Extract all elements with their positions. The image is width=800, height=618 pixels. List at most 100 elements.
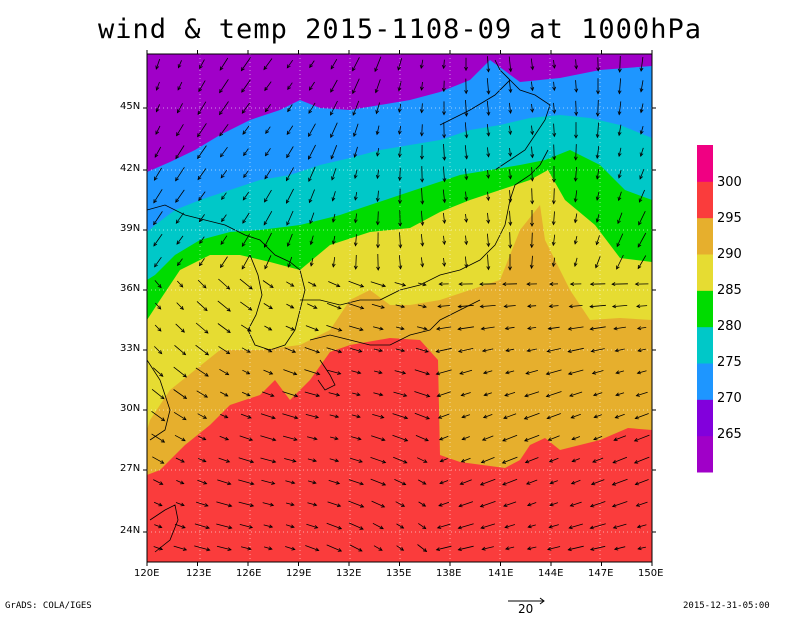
wind-arrow [527,305,537,307]
wind-arrowhead [287,85,291,91]
wind-arrow [481,457,495,463]
wind-arrowhead [198,196,203,202]
wind-arrowhead [352,111,357,116]
wind-arrowhead [420,178,425,183]
wind-arrowhead [247,327,252,332]
wind-arrowhead [357,370,362,375]
wind-arrow [351,370,361,374]
wind-arrowhead [435,371,440,376]
wind-arrow [436,347,452,353]
wind-arrowhead [508,198,513,203]
wind-arrowhead [264,198,268,203]
wind-arrowhead [573,177,578,182]
wind-arrowhead [314,525,319,529]
wind-arrowhead [530,154,535,159]
wind-arrowhead [177,64,182,69]
wind-arrow [421,81,423,91]
wind-arrow [199,59,205,69]
wind-arrow [399,167,401,181]
wind-arrow [634,456,650,464]
wind-arrowhead [419,132,424,137]
wind-arrow [548,326,560,330]
colorbar-swatch [697,254,713,291]
wind-arrowhead [593,414,598,419]
wind-arrow [153,479,163,485]
wind-arrow [531,81,533,91]
wind-arrowhead [424,437,429,442]
wind-arrowhead [616,265,620,270]
wind-arrowhead [442,262,447,267]
wind-arrow [575,59,577,69]
wind-arrow [175,212,185,224]
wind-arrowhead [508,175,513,180]
wind-arrowhead [464,218,469,223]
wind-arrow [173,366,187,378]
wind-arrowhead [242,130,247,135]
wind-arrowhead [574,88,579,93]
wind-arrow [531,146,533,158]
wind-arrowhead [570,414,575,419]
wind-arrow [219,123,229,137]
wind-arrow [376,125,380,135]
wind-arrow [505,370,515,374]
wind-arrow [261,479,275,485]
wind-arrow [196,390,208,398]
wind-arrow [154,324,162,332]
wind-arrow [640,103,644,113]
wind-arrow [524,434,540,442]
lat-label-24n: 24N [120,525,141,536]
wind-arrowhead [309,219,313,225]
wind-arrow [240,413,252,419]
wind-arrow [503,501,517,507]
lon-label-126e: 126E [236,568,262,579]
wind-arrowhead [460,392,465,397]
wind-arrowhead [464,176,469,181]
wind-arrowhead [614,348,619,353]
lat-label-39n: 39N [120,223,141,234]
wind-arrowhead [268,326,273,331]
wind-arrowhead [551,200,556,205]
wind-arrowhead [308,86,313,91]
wind-arrowhead [248,437,254,441]
wind-arrowhead [615,370,620,375]
wind-arrowhead [356,392,361,397]
wind-arrow [327,369,341,375]
wind-arrow [553,211,555,225]
wind-arrowhead [439,458,444,463]
wind-arrow [462,436,470,440]
wind-arrowhead [595,112,600,117]
wind-arrowhead [435,349,440,353]
wind-arrow [461,414,471,418]
wind-arrow [286,167,294,181]
wind-arrowhead [399,524,405,529]
wind-arrowhead [457,304,462,309]
wind-arrow [417,457,427,463]
wind-arrow [355,254,357,270]
wind-arrowhead [241,242,246,247]
wind-arrow [465,191,467,201]
wind-arrow [482,348,494,352]
wind-arrowhead [420,221,425,227]
wind-arrowhead [479,282,484,287]
wind-arrowhead [442,240,447,246]
wind-arrowhead [179,283,184,288]
wind-arrow [527,327,537,329]
colorbar-label-290: 290 [717,247,742,262]
wind-arrow [348,522,364,530]
wind-arrowhead [247,415,252,419]
wind-arrow [153,189,163,203]
wind-arrowhead [502,481,507,486]
wind-arrow [483,370,493,374]
wind-arrowhead [206,547,211,552]
wind-arrow [354,169,358,179]
wind-arrowhead [291,546,296,551]
wind-arrowhead [379,392,384,397]
wind-arrowhead [634,415,639,420]
wind-arrow [575,100,577,116]
wind-arrowhead [198,87,203,93]
wind-arrow [417,544,427,552]
wind-arrow [285,546,295,550]
wind-arrowhead [228,525,233,530]
wind-arrowhead [479,304,484,309]
wind-arrow [242,212,250,224]
